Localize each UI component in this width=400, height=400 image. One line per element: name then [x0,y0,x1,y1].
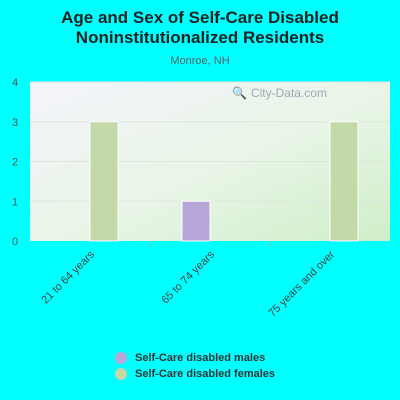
bar-females-2 [329,121,359,242]
x-category-label: 75 years and over [266,248,337,319]
bars [89,121,359,242]
legend-swatch-females [115,368,127,380]
chart-title-line2: Noninstitutionalized Residents [75,28,325,47]
y-tick-label: 3 [12,117,18,129]
y-axis: 0 1 2 3 4 [12,77,18,248]
bar-females-0 [89,121,119,242]
y-tick-label: 4 [12,77,18,89]
x-axis: 21 to 64 years 65 to 74 years 75 years and… [39,241,337,319]
magnifier-icon: 🔍 [232,86,247,100]
y-tick-label: 0 [12,236,18,248]
watermark: 🔍 City-Data.com [232,86,327,100]
legend-item-females: Self-Care disabled females [115,366,275,382]
y-tick-label: 1 [12,196,18,208]
legend-item-males: Self-Care disabled males [115,350,275,366]
bar-males-1 [181,200,211,242]
chart-subtitle: Monroe, NH [170,55,230,67]
legend-label-males: Self-Care disabled males [135,352,266,364]
chart-title: Age and Sex of Self-Care Disabled Nonins… [0,8,400,48]
legend-label-females: Self-Care disabled females [135,368,276,380]
watermark-text: City-Data.com [250,86,327,100]
chart-title-line1: Age and Sex of Self-Care Disabled [61,8,339,27]
y-tick-label: 2 [12,157,18,169]
legend: Self-Care disabled males Self-Care disab… [115,350,275,382]
x-category-label: 65 to 74 years [159,248,217,306]
legend-swatch-males [115,352,127,364]
x-category-label: 21 to 64 years [39,248,97,306]
